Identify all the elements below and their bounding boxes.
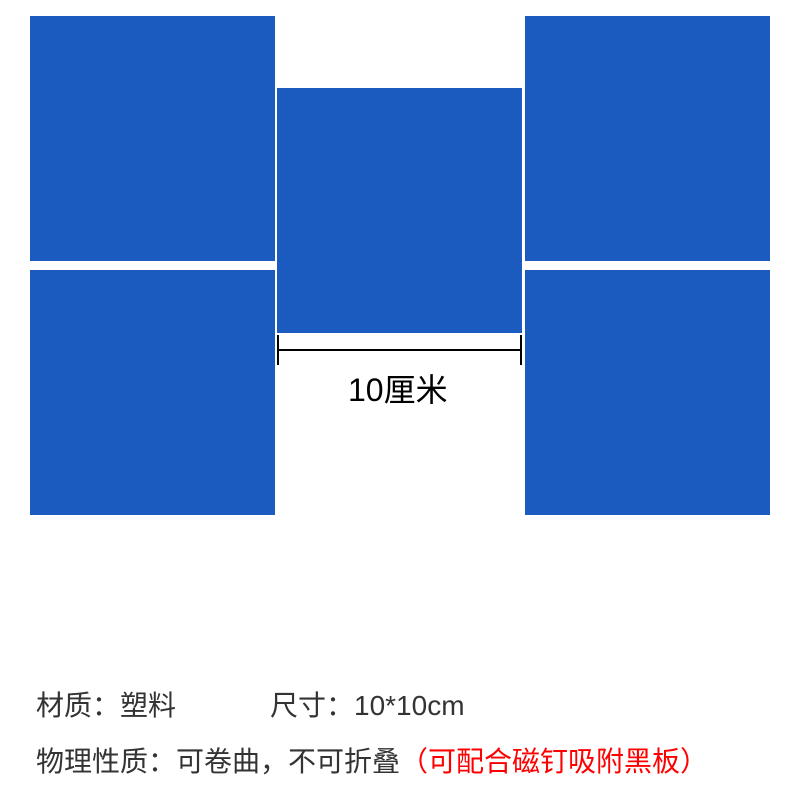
size-value: 10*10cm	[354, 690, 465, 722]
dimension-hline-left	[279, 349, 400, 351]
square-bottom-left	[30, 270, 275, 515]
property-value: 可卷曲，不可折叠	[176, 740, 400, 780]
info-line-1-size: 尺寸：10*10cm	[270, 684, 465, 724]
dimension-label: 10厘米	[348, 365, 448, 411]
property-note: （可配合磁钉吸附黑板）	[400, 740, 708, 780]
material-label: 材质：	[36, 684, 120, 724]
square-top-right	[525, 16, 770, 261]
dimension-tick-right	[520, 335, 522, 365]
material-value: 塑料	[120, 684, 176, 724]
size-label: 尺寸：	[270, 684, 354, 724]
property-label: 物理性质：	[36, 740, 176, 780]
square-center	[277, 88, 522, 333]
square-bottom-right	[525, 270, 770, 515]
dimension-hline-right	[400, 349, 521, 351]
dimension-line	[277, 335, 522, 365]
info-line-2: 物理性质：可卷曲，不可折叠（可配合磁钉吸附黑板）	[36, 740, 708, 780]
info-line-1: 材质：塑料	[36, 684, 176, 724]
square-top-left	[30, 16, 275, 261]
